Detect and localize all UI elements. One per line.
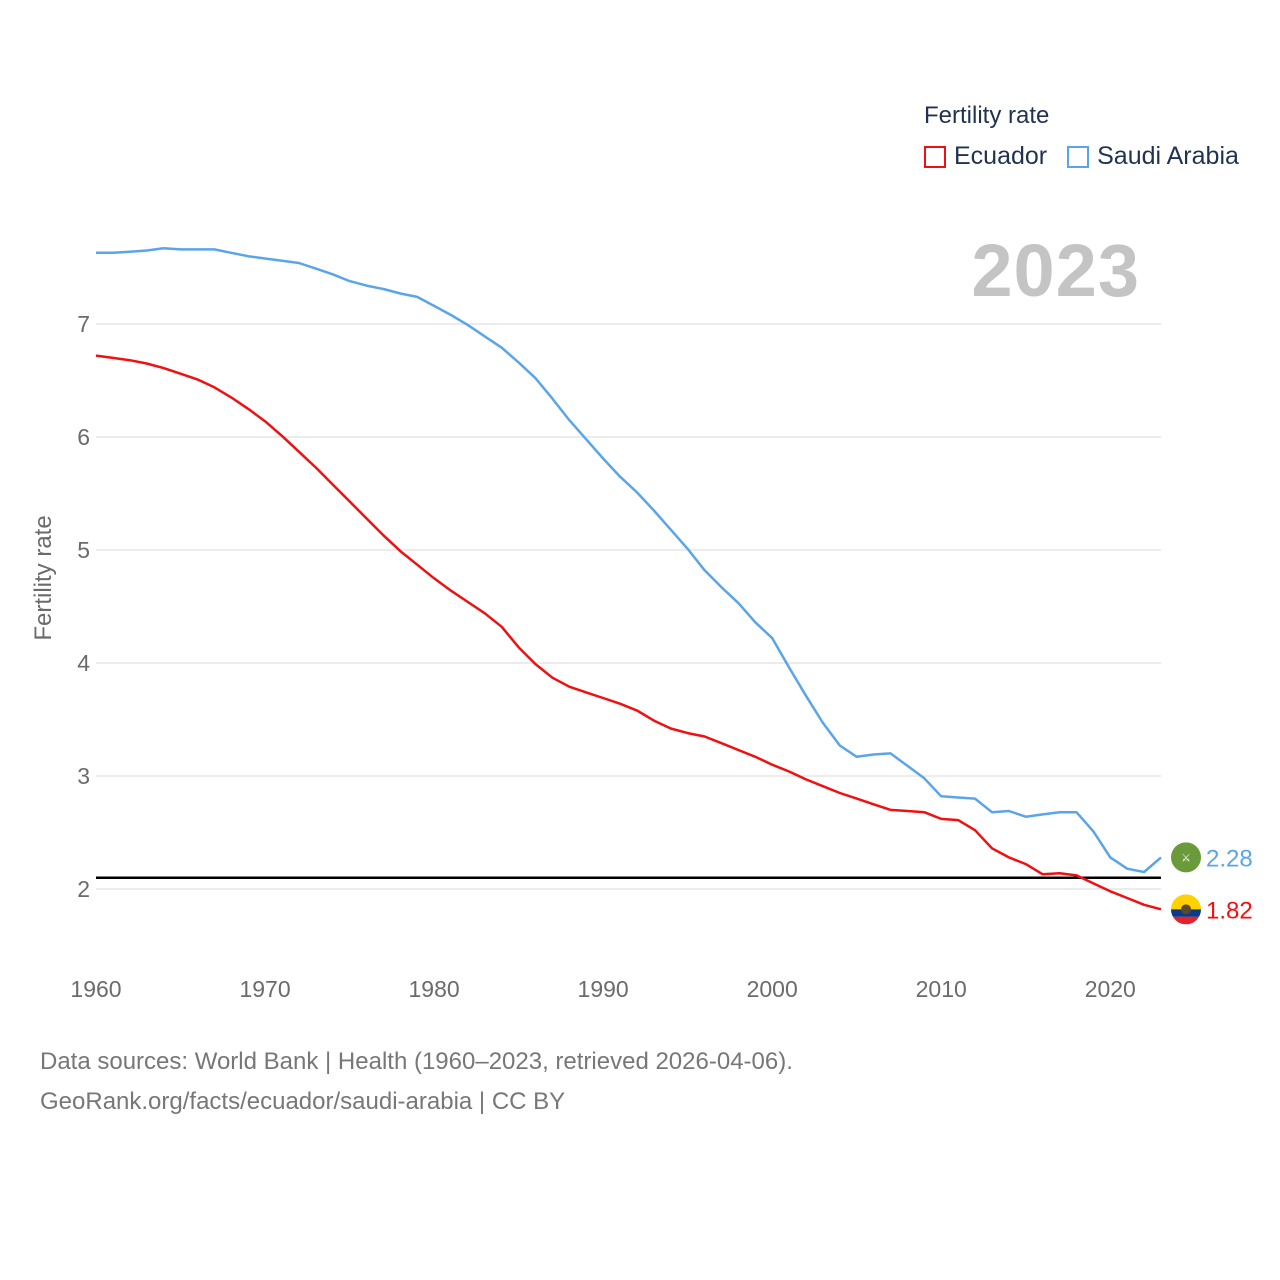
y-tick-label: 2 — [77, 876, 90, 902]
footer-link[interactable]: GeoRank.org/facts/ecuador/saudi-arabia |… — [40, 1088, 566, 1115]
flag-saudi-arabia-icon: ⚔ — [1171, 842, 1201, 873]
legend: Fertility rate Ecuador Saudi Arabia — [924, 100, 1259, 171]
x-axis-ticks: 1960 1970 1980 1990 2000 2010 2020 — [70, 976, 1135, 1002]
y-tick-label: 3 — [77, 763, 90, 789]
y-axis-title: Fertility rate — [30, 515, 57, 640]
series-line-ecuador[interactable] — [95, 354, 1162, 911]
year-label: 2023 — [971, 229, 1140, 312]
footer: Data sources: World Bank | Health (1960–… — [40, 1042, 793, 1122]
series-line-saudi-arabia[interactable] — [96, 247, 1162, 874]
series-lines — [95, 247, 1162, 911]
footer-sources: Data sources: World Bank | Health (1960–… — [40, 1048, 793, 1075]
legend-item-ecuador[interactable]: Ecuador — [924, 142, 1047, 171]
legend-swatch-saudi-arabia — [1067, 145, 1090, 168]
line-chart: 2 3 4 5 6 7 1960 1970 1980 1990 2000 2010 2020 Fert… — [30, 247, 1253, 1002]
end-value-label-ecuador: 1.82 — [1206, 897, 1253, 924]
legend-title: Fertility rate — [924, 102, 1050, 129]
x-tick-label: 1980 — [409, 976, 460, 1002]
x-tick-label: 1970 — [239, 976, 290, 1002]
y-tick-label: 5 — [77, 537, 90, 563]
end-markers: 1.82 ⚔ 2.28 — [1171, 842, 1253, 925]
legend-label-saudi-arabia: Saudi Arabia — [1097, 142, 1239, 170]
legend-item-saudi-arabia[interactable]: Saudi Arabia — [1067, 142, 1239, 171]
y-tick-label: 7 — [77, 311, 90, 337]
x-tick-label: 2010 — [916, 976, 967, 1002]
flag-ecuador-icon — [1171, 894, 1201, 925]
x-tick-label: 2000 — [747, 976, 798, 1002]
end-value-label-saudi-arabia: 2.28 — [1206, 845, 1253, 872]
y-tick-label: 4 — [77, 650, 90, 676]
gridlines — [96, 323, 1161, 890]
y-tick-label: 6 — [77, 424, 90, 450]
x-tick-label: 1960 — [70, 976, 121, 1002]
legend-items: Ecuador Saudi Arabia — [924, 142, 1259, 171]
x-tick-label: 2020 — [1085, 976, 1136, 1002]
y-axis-ticks: 2 3 4 5 6 7 — [77, 311, 90, 902]
legend-swatch-ecuador — [924, 145, 946, 168]
x-tick-label: 1990 — [578, 976, 629, 1002]
legend-label-ecuador: Ecuador — [954, 142, 1048, 170]
svg-text:⚔: ⚔ — [1181, 851, 1191, 864]
